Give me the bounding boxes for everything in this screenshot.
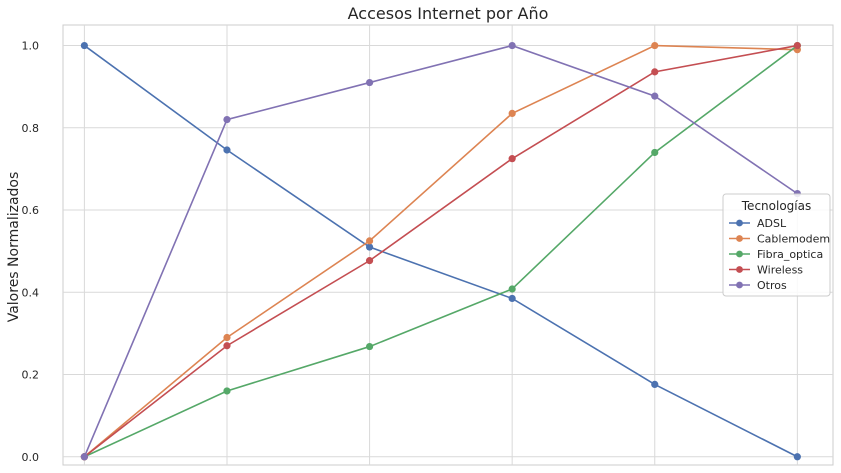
data-point (365, 257, 374, 265)
data-point (508, 41, 516, 50)
data-point (508, 155, 516, 163)
data-point (651, 148, 659, 157)
data-point (651, 68, 659, 76)
y-tick-label: 0.0 (22, 451, 40, 464)
data-point (793, 41, 801, 50)
legend-box (722, 193, 831, 297)
series-otros (80, 41, 801, 461)
data-point (651, 92, 659, 100)
y-tick-labels: 0.0 0.2 0.4 0.6 0.8 1.0 (22, 40, 40, 464)
legend-marker (736, 250, 743, 258)
data-point (651, 41, 659, 50)
series-adsl (80, 41, 801, 461)
data-point (223, 342, 231, 350)
data-point (508, 109, 516, 118)
legend-label: Otros (757, 279, 787, 292)
legend-label: Wireless (757, 264, 803, 277)
legend-item: Cablemodem (729, 233, 830, 246)
legend-label: Cablemodem (757, 233, 830, 246)
y-axis-label: Valores Normalizados (6, 172, 22, 323)
series-line (84, 44, 798, 458)
data-point (223, 333, 231, 342)
data-point (365, 342, 374, 351)
series-line (83, 44, 798, 458)
legend-label: ADSL (757, 217, 787, 230)
legend-title: Tecnologías (741, 199, 811, 213)
legend-item: Wireless (729, 264, 803, 277)
data-point (365, 78, 374, 87)
data-point (223, 115, 231, 124)
data-point (508, 294, 516, 303)
legend-marker (736, 266, 743, 273)
y-tick-label: 0.6 (22, 204, 40, 217)
series-line (83, 44, 798, 458)
legend-marker (736, 235, 743, 242)
legend-marker (736, 281, 743, 289)
legend-marker (736, 219, 743, 227)
legend-item: Fibra_optica (729, 248, 823, 261)
y-tick-label: 0.2 (22, 369, 40, 382)
y-tick-label: 0.4 (22, 286, 40, 299)
data-point (365, 237, 374, 245)
plot-area (62, 24, 834, 466)
data-point (651, 380, 659, 389)
y-tick-label: 0.8 (22, 122, 40, 135)
horizontal-gridlines (63, 45, 833, 458)
data-point (80, 41, 88, 50)
series-line (83, 44, 798, 458)
series-line (83, 44, 798, 458)
legend: Tecnologías ADSL Cablemodem Fibra_optica Wi… (722, 193, 831, 297)
data-point (223, 146, 231, 154)
data-point (508, 285, 516, 293)
data-point (365, 243, 374, 251)
chart-title: Accesos Internet por Año (348, 4, 549, 23)
y-tick-label: 1.0 (22, 40, 40, 53)
legend-item: Otros (729, 279, 787, 292)
data-point (80, 453, 88, 461)
legend-label: Fibra_optica (757, 248, 823, 261)
series-lines (80, 41, 801, 461)
data-point (793, 453, 801, 461)
legend-item: ADSL (729, 217, 787, 230)
data-point (223, 387, 231, 395)
legend-items: ADSL Cablemodem Fibra_optica Wireless Otros (729, 217, 830, 292)
